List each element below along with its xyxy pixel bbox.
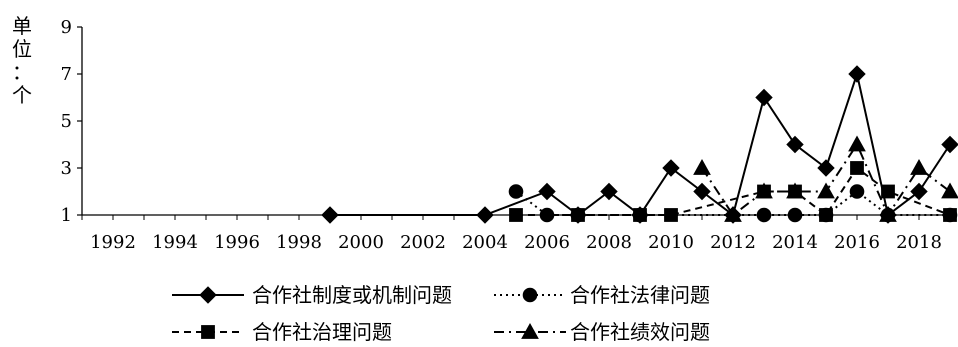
diamond-marker <box>724 206 742 224</box>
circle-marker <box>818 207 834 223</box>
square-marker <box>757 184 771 199</box>
legend-entry: 合作社法律问题 <box>494 283 710 307</box>
x-tick-label: 2008 <box>586 232 632 253</box>
legend-label: 合作社制度或机制问题 <box>252 283 452 307</box>
x-tick-label: 2006 <box>524 232 570 253</box>
square-marker <box>509 208 523 222</box>
triangle-marker <box>521 322 539 339</box>
y-axis-label: 单 位 ： 个 <box>12 14 32 107</box>
circle-marker <box>508 184 524 199</box>
y-tick-label: 3 <box>61 158 72 179</box>
square-marker <box>850 161 864 175</box>
diamond-marker <box>941 135 958 154</box>
diamond-marker <box>910 182 928 201</box>
series-diamond <box>321 65 958 224</box>
diamond-marker <box>600 182 618 201</box>
diamond-marker <box>817 159 835 177</box>
y-tick-label: 9 <box>61 17 72 38</box>
diamond-marker <box>848 65 866 83</box>
diamond-marker <box>786 135 804 154</box>
y-tick-label: 7 <box>61 64 72 85</box>
circle-marker <box>787 207 803 223</box>
legend-entry: 合作社绩效问题 <box>494 320 710 344</box>
x-tick-label: 2012 <box>710 232 756 253</box>
triangle-marker <box>848 135 866 152</box>
series-line <box>330 70 951 217</box>
x-tick-label: 1998 <box>276 232 322 253</box>
diamond-marker <box>321 206 339 224</box>
legend-entry: 合作社制度或机制问题 <box>172 283 452 307</box>
diamond-marker <box>199 286 217 304</box>
diamond-marker <box>879 206 897 224</box>
y-tick-label: 5 <box>61 111 72 132</box>
series-line <box>516 166 951 217</box>
diamond-marker <box>538 182 556 201</box>
square-marker <box>881 184 895 199</box>
triangle-marker <box>941 182 958 199</box>
y-axis-label-char: ： <box>12 60 32 84</box>
circle-marker <box>539 207 555 223</box>
x-tick-label: 2000 <box>338 232 384 253</box>
y-axis-label-char: 位 <box>12 37 32 61</box>
series-layer <box>321 65 958 224</box>
legend-label: 合作社治理问题 <box>252 320 392 344</box>
x-tick-label: 2002 <box>400 232 446 253</box>
legend-entry: 合作社治理问题 <box>172 320 392 344</box>
x-tick-label: 2018 <box>896 232 942 253</box>
legend-label: 合作社法律问题 <box>570 283 710 307</box>
circle-marker <box>942 207 958 223</box>
triangle-marker <box>693 158 711 175</box>
square-marker <box>201 325 215 339</box>
y-axis-label-char: 个 <box>12 83 32 107</box>
diamond-marker <box>662 159 680 177</box>
circle-marker <box>756 207 772 223</box>
axes: 1 3 5 7 9 1992 1994 1996 1998 2000 2002 2004 2006 200… <box>61 17 951 253</box>
diamond-marker <box>631 206 649 224</box>
x-tick-label: 1996 <box>214 232 260 253</box>
y-tick-label: 1 <box>61 205 72 226</box>
x-tick-label: 2004 <box>462 232 508 253</box>
circle-marker <box>522 287 538 303</box>
triangle-marker <box>910 158 928 175</box>
diamond-marker <box>755 88 773 107</box>
diamond-marker <box>476 206 494 224</box>
x-tick-label: 2014 <box>772 232 818 253</box>
diamond-marker <box>693 182 711 201</box>
circle-marker <box>849 184 865 199</box>
diamond-marker <box>569 206 587 224</box>
legend-label: 合作社绩效问题 <box>570 320 710 344</box>
x-tick-label: 2010 <box>648 232 694 253</box>
triangle-marker <box>817 182 835 199</box>
series-line <box>701 142 951 218</box>
x-tick-label: 2016 <box>834 232 880 253</box>
y-axis-label-char: 单 <box>12 14 32 38</box>
x-tick-label: 1994 <box>152 232 198 253</box>
x-tick-label: 1992 <box>90 232 136 253</box>
square-marker <box>788 184 802 199</box>
series-line <box>515 190 950 216</box>
